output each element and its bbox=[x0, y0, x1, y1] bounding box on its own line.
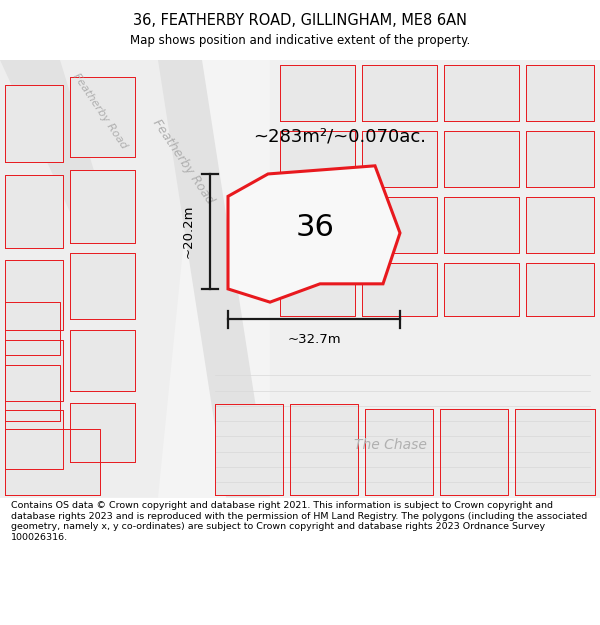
Bar bbox=[365, 409, 433, 496]
Bar bbox=[280, 131, 355, 187]
Bar bbox=[362, 264, 437, 316]
Polygon shape bbox=[0, 60, 202, 498]
Bar bbox=[70, 78, 135, 157]
Bar bbox=[280, 198, 355, 253]
Text: Contains OS data © Crown copyright and database right 2021. This information is : Contains OS data © Crown copyright and d… bbox=[11, 501, 587, 541]
Bar bbox=[444, 198, 519, 253]
Bar bbox=[70, 170, 135, 243]
Bar bbox=[5, 175, 63, 248]
Bar bbox=[362, 65, 437, 121]
Bar bbox=[5, 410, 63, 469]
Text: Map shows position and indicative extent of the property.: Map shows position and indicative extent… bbox=[130, 34, 470, 47]
Text: 36, FEATHERBY ROAD, GILLINGHAM, ME8 6AN: 36, FEATHERBY ROAD, GILLINGHAM, ME8 6AN bbox=[133, 13, 467, 28]
Bar bbox=[70, 329, 135, 391]
Bar bbox=[70, 253, 135, 319]
Bar bbox=[526, 65, 594, 121]
Bar bbox=[515, 409, 595, 496]
Text: 36: 36 bbox=[296, 213, 334, 243]
Bar bbox=[5, 429, 100, 496]
Bar bbox=[270, 60, 600, 498]
Bar bbox=[444, 264, 519, 316]
Bar bbox=[5, 365, 60, 421]
Text: The Chase: The Chase bbox=[353, 438, 427, 452]
Text: Featherby Road: Featherby Road bbox=[71, 71, 129, 151]
Bar bbox=[5, 340, 63, 401]
Polygon shape bbox=[228, 166, 400, 302]
Bar bbox=[444, 131, 519, 187]
Bar bbox=[526, 264, 594, 316]
Bar bbox=[440, 409, 508, 496]
Polygon shape bbox=[0, 60, 110, 222]
Text: ~283m²/~0.070ac.: ~283m²/~0.070ac. bbox=[254, 127, 427, 145]
Polygon shape bbox=[158, 60, 270, 498]
Text: ~20.2m: ~20.2m bbox=[182, 204, 194, 258]
Bar bbox=[70, 403, 135, 462]
Bar bbox=[290, 404, 358, 496]
Bar bbox=[526, 198, 594, 253]
Bar bbox=[362, 131, 437, 187]
Text: Featherby Road: Featherby Road bbox=[150, 117, 216, 206]
Bar bbox=[526, 131, 594, 187]
Bar bbox=[444, 65, 519, 121]
Bar bbox=[280, 65, 355, 121]
Bar bbox=[5, 86, 63, 162]
Bar bbox=[5, 261, 63, 329]
Bar bbox=[280, 264, 355, 316]
Bar bbox=[215, 404, 283, 496]
Bar bbox=[5, 302, 60, 355]
Text: ~32.7m: ~32.7m bbox=[287, 333, 341, 346]
Bar bbox=[362, 198, 437, 253]
